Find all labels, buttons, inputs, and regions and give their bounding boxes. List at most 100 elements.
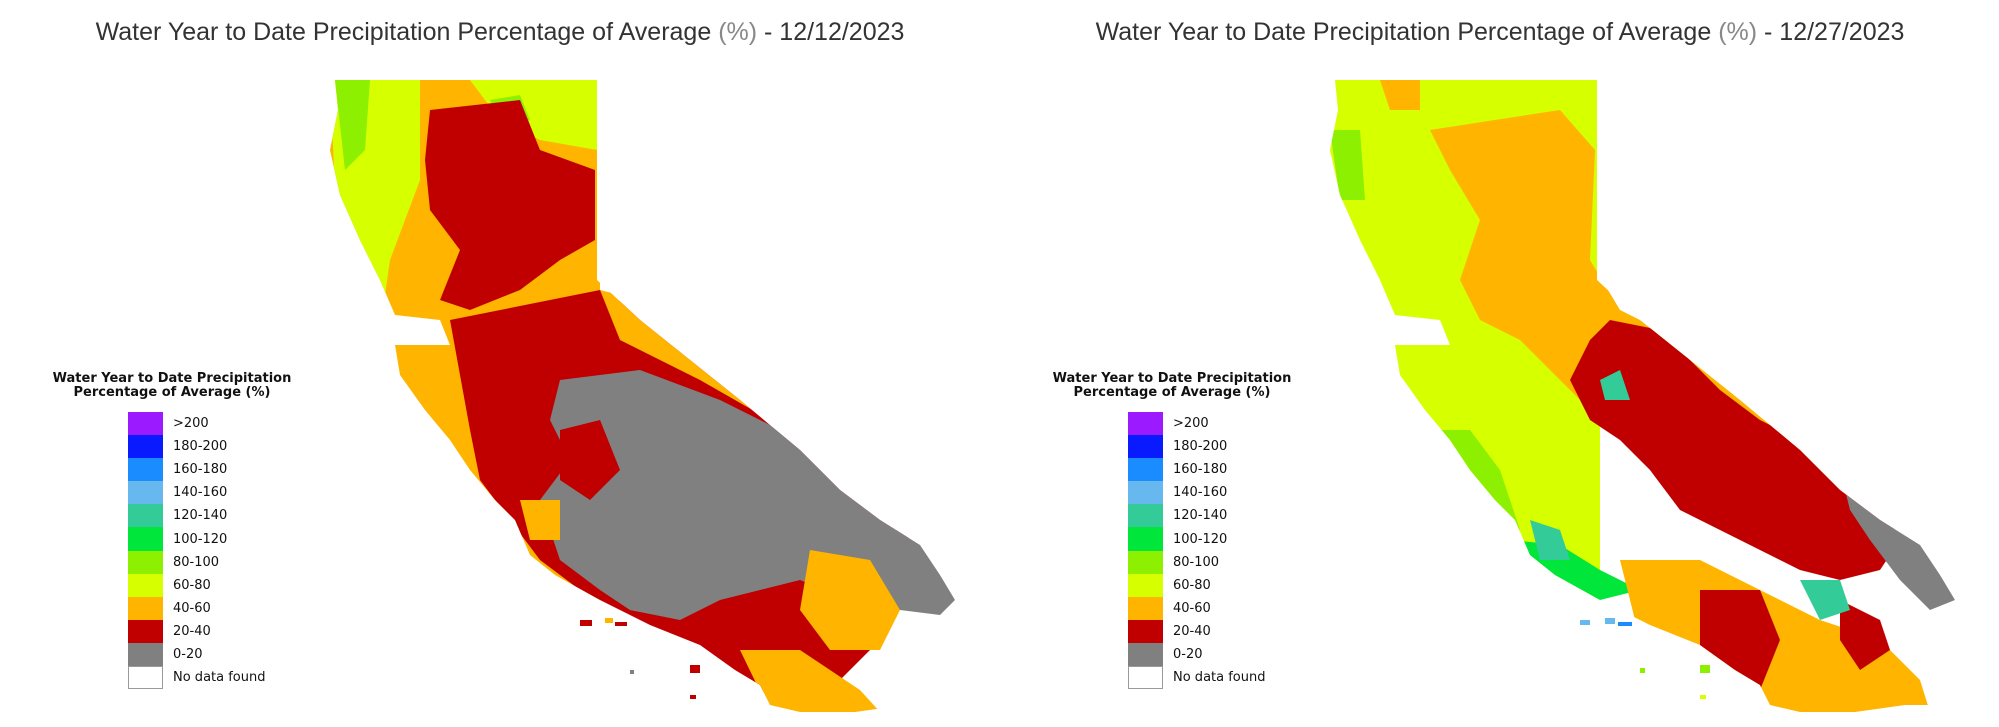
- legend-swatch: [1128, 619, 1163, 643]
- precip-region: [740, 650, 880, 712]
- legend-item: 120-140: [128, 504, 322, 528]
- legend-item: 140-160: [128, 481, 322, 505]
- legend-swatch: [1128, 596, 1163, 620]
- legend-item: 180-200: [128, 435, 322, 459]
- legend-label: 120-140: [1173, 508, 1228, 524]
- legend-label: 180-200: [1173, 439, 1228, 455]
- legend-swatch: [128, 642, 163, 667]
- legend-label: 40-60: [1173, 600, 1211, 616]
- legend-item: 60-80: [128, 573, 322, 597]
- legend-swatch: [128, 666, 163, 690]
- island: [605, 618, 613, 623]
- map-panel-left: Water Year to Date Precipitation Percent…: [42, 18, 955, 712]
- legend-label: 40-60: [173, 600, 211, 616]
- island: [580, 620, 592, 626]
- legend-label: 160-180: [173, 462, 228, 478]
- island: [615, 622, 627, 626]
- channel-islands: [580, 618, 700, 699]
- legend-item: 0-20: [128, 642, 322, 667]
- map-legend: Water Year to Date Precipitation Percent…: [42, 371, 322, 690]
- legend-label: No data found: [1173, 670, 1266, 686]
- legend-item: 40-60: [128, 596, 322, 620]
- legend-item: 160-180: [1128, 458, 1322, 482]
- legend-label: >200: [173, 416, 209, 432]
- legend-swatch: [128, 504, 163, 528]
- precip-region: [1800, 580, 1850, 620]
- legend-item: 80-100: [128, 550, 322, 574]
- legend-item: 40-60: [1128, 596, 1322, 620]
- legend-swatch: [1128, 435, 1163, 459]
- legend-label: 20-40: [173, 623, 211, 639]
- legend-swatch: [1128, 458, 1163, 482]
- island: [630, 670, 634, 674]
- legend-item: >200: [1128, 412, 1322, 436]
- legend-list: >200 180-200 160-180 140-160 120-140 100-120 8…: [128, 412, 322, 690]
- precip-regions: [1330, 80, 1955, 712]
- legend-label: 180-200: [173, 439, 228, 455]
- legend-swatch: [1128, 527, 1163, 551]
- california-precip-map: [1330, 80, 1955, 712]
- legend-item: 160-180: [128, 458, 322, 482]
- island: [690, 665, 700, 673]
- legend-swatch: [128, 481, 163, 505]
- legend-label: 80-100: [173, 554, 220, 570]
- legend-item: 20-40: [1128, 619, 1322, 643]
- legend-swatch: [128, 527, 163, 551]
- legend-item: 60-80: [1128, 573, 1322, 597]
- legend-swatch: [128, 412, 163, 436]
- legend-swatch: [1128, 573, 1163, 597]
- island: [1618, 622, 1632, 626]
- legend-title: Water Year to Date Precipitation Percent…: [1052, 371, 1292, 400]
- island: [690, 695, 696, 699]
- legend-item: 100-120: [1128, 527, 1322, 551]
- precip-region: [1840, 600, 1890, 670]
- map-panel-right: Water Year to Date Precipitation Percent…: [1000, 0, 1999, 727]
- legend-label: 80-100: [1173, 554, 1220, 570]
- legend-label: 140-160: [173, 485, 228, 501]
- legend-swatch: [128, 435, 163, 459]
- map-title: Water Year to Date Precipitation Percent…: [95, 18, 905, 46]
- legend-list: >200 180-200 160-180 140-160 120-140 100-120 8…: [1128, 412, 1322, 690]
- legend-swatch: [1128, 666, 1163, 690]
- precip-region: [520, 500, 560, 540]
- legend-item: 0-20: [1128, 642, 1322, 667]
- precip-region: [1600, 370, 1630, 400]
- legend-item: 100-120: [128, 527, 322, 551]
- legend-label: 0-20: [1173, 646, 1203, 662]
- legend-swatch: [128, 596, 163, 620]
- legend-title: Water Year to Date Precipitation Percent…: [52, 371, 292, 400]
- map-legend: Water Year to Date Precipitation Percent…: [1042, 371, 1322, 690]
- precip-region: [335, 80, 370, 170]
- precip-region: [1330, 130, 1365, 200]
- legend-label: 100-120: [1173, 531, 1228, 547]
- legend-label: 0-20: [173, 646, 203, 662]
- precip-region: [1380, 80, 1420, 110]
- legend-item: >200: [128, 412, 322, 436]
- map-title: Water Year to Date Precipitation Percent…: [1095, 18, 1905, 46]
- island: [1580, 620, 1590, 625]
- legend-label: 60-80: [1173, 577, 1211, 593]
- legend-item: No data found: [1128, 666, 1322, 690]
- legend-label: No data found: [173, 670, 266, 686]
- island: [1700, 665, 1710, 673]
- island: [1640, 668, 1645, 673]
- legend-label: >200: [1173, 416, 1209, 432]
- legend-swatch: [1128, 642, 1163, 667]
- island: [1605, 618, 1615, 624]
- legend-label: 20-40: [1173, 623, 1211, 639]
- legend-item: 180-200: [1128, 435, 1322, 459]
- legend-item: No data found: [128, 666, 322, 690]
- precip-region: [800, 550, 900, 650]
- precip-region: [560, 420, 620, 500]
- legend-item: 140-160: [1128, 481, 1322, 505]
- precip-region: [425, 100, 595, 310]
- legend-swatch: [1128, 504, 1163, 528]
- legend-swatch: [128, 458, 163, 482]
- precip-region: [1570, 320, 1900, 580]
- precip-region: [1530, 520, 1570, 560]
- legend-item: 120-140: [1128, 504, 1322, 528]
- legend-swatch: [128, 550, 163, 574]
- legend-label: 120-140: [173, 508, 228, 524]
- precip-regions: [330, 80, 955, 712]
- legend-item: 80-100: [1128, 550, 1322, 574]
